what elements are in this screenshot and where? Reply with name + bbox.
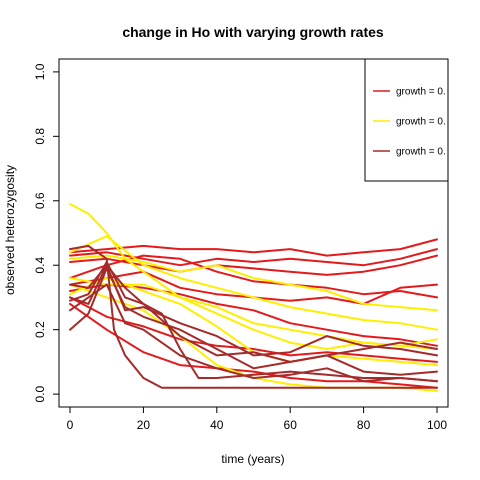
series-line-15 bbox=[69, 244, 438, 389]
legend-entry-label: growth = 0. bbox=[396, 87, 446, 98]
series-line-19 bbox=[69, 267, 438, 376]
x-tick-label: 20 bbox=[137, 418, 151, 432]
series-layer bbox=[69, 203, 438, 392]
chart-title: change in Ho with varying growth rates bbox=[122, 24, 384, 40]
legend: growth = 0. growth = 0. growth = 0. bbox=[364, 58, 449, 182]
series-line-7 bbox=[69, 296, 438, 363]
y-tick-label: 0.6 bbox=[33, 192, 47, 209]
y-tick-label: 1.0 bbox=[33, 63, 47, 80]
x-tick-label: 60 bbox=[284, 418, 298, 432]
series-line-8 bbox=[69, 302, 438, 389]
legend-entry-label: growth = 0. bbox=[396, 147, 446, 158]
axes-layer: 0 20 40 60 80 100 0.0 0.2 0.4 0.6 0.8 1.0 bbox=[33, 58, 449, 432]
y-tick-label: 0.0 bbox=[33, 385, 47, 402]
y-tick-label: 0.8 bbox=[33, 128, 47, 145]
x-axis-label: time (years) bbox=[221, 452, 284, 466]
series-line-1 bbox=[69, 238, 438, 257]
series-line-20 bbox=[69, 283, 438, 383]
series-line-18 bbox=[69, 264, 438, 357]
x-tick-label: 80 bbox=[357, 418, 371, 432]
y-axis-label: observed heterozygosity bbox=[3, 165, 17, 295]
legend-box bbox=[364, 58, 449, 182]
series-line-17 bbox=[69, 261, 438, 363]
x-tick-label: 40 bbox=[210, 418, 224, 432]
series-line-11 bbox=[69, 254, 438, 312]
x-tick-label: 100 bbox=[427, 418, 447, 432]
series-line-12 bbox=[69, 277, 438, 350]
y-tick-label: 0.2 bbox=[33, 321, 47, 338]
x-tick-label: 0 bbox=[67, 418, 74, 432]
series-line-10 bbox=[69, 235, 438, 331]
series-line-6 bbox=[69, 283, 438, 347]
y-tick-label: 0.4 bbox=[33, 257, 47, 274]
series-line-4 bbox=[69, 254, 438, 299]
legend-entry-label: growth = 0. bbox=[396, 117, 446, 128]
